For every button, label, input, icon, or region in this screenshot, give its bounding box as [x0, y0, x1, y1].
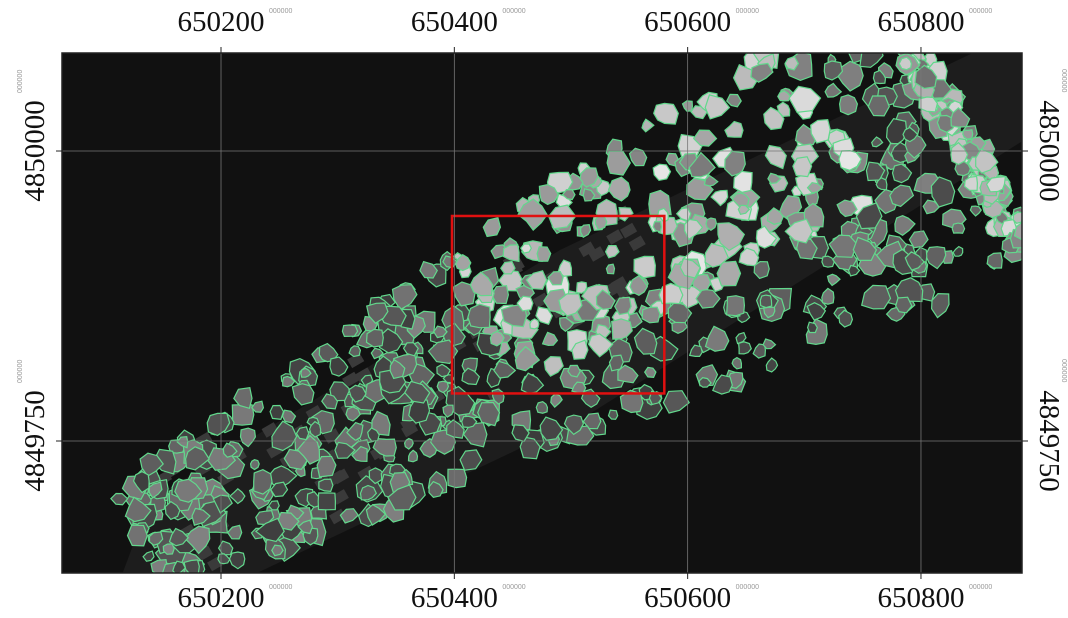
tick-suffix: 000000: [269, 8, 292, 15]
tree-crown: [536, 402, 547, 414]
x-tick-label-top: 650800: [877, 6, 964, 38]
tree-crown: [1013, 212, 1022, 223]
y-tick-label-left: 4850000: [19, 100, 51, 202]
tree-crown: [819, 0, 844, 14]
tree-crown: [919, 97, 938, 112]
x-tick-label-top: 650200: [178, 6, 265, 38]
tree-crown: [232, 405, 254, 426]
tick-suffix: 000000: [1060, 69, 1067, 92]
tree-crown: [537, 247, 551, 262]
tree-crown: [868, 96, 889, 116]
tree-crown: [319, 479, 333, 491]
tree-crown: [857, 4, 871, 18]
tree-crown: [760, 295, 771, 308]
tree-crown: [448, 469, 467, 487]
tree-crown: [595, 216, 607, 230]
tree-crown: [727, 296, 745, 316]
x-tick-label-bottom: 650200: [178, 582, 265, 614]
tree-crown: [318, 493, 335, 510]
x-tick-label-bottom: 650800: [877, 582, 964, 614]
x-tick-label-top: 650600: [644, 6, 731, 38]
tree-crown: [642, 307, 660, 323]
tree-crown: [367, 329, 384, 347]
tree-crown: [822, 256, 834, 267]
tree-crown: [163, 544, 174, 554]
tree-crown: [609, 410, 618, 419]
map-figure: 650200 000000 650200 000000 650400 000000 6504…: [0, 0, 1068, 618]
tree-crown: [793, 157, 812, 177]
x-tick-label-top: 650400: [411, 6, 498, 38]
tree-crown: [899, 57, 911, 69]
tree-crown: [840, 95, 858, 115]
tree-crown: [530, 319, 539, 329]
x-tick-label-bottom: 650400: [411, 582, 498, 614]
tick-suffix: 000000: [269, 584, 292, 591]
tick-suffix: 000000: [969, 584, 992, 591]
tree-crown: [128, 525, 148, 546]
tree-crown: [606, 264, 614, 274]
tree-crown: [839, 0, 857, 17]
tick-suffix: 000000: [736, 8, 759, 15]
tick-suffix: 000000: [969, 8, 992, 15]
tree-crown: [468, 304, 490, 328]
tree-crown: [952, 223, 964, 233]
tree-crown: [659, 283, 683, 303]
tick-suffix: 000000: [502, 584, 525, 591]
tick-suffix: 000000: [17, 360, 24, 383]
tick-suffix: 000000: [736, 584, 759, 591]
tree-crown: [270, 406, 283, 420]
tree-crown: [963, 130, 973, 139]
y-tick-label-right: 4850000: [1033, 100, 1065, 202]
tick-suffix: 000000: [17, 70, 24, 93]
tick-suffix: 000000: [502, 8, 525, 15]
tree-crown: [251, 460, 260, 470]
x-tick-label-bottom: 650600: [644, 582, 731, 614]
tree-crown: [342, 325, 357, 336]
tick-suffix: 000000: [1060, 359, 1067, 382]
y-tick-label-left: 4849750: [19, 390, 51, 492]
tree-crown: [987, 253, 1002, 268]
y-tick-label-right: 4849750: [1033, 390, 1065, 492]
